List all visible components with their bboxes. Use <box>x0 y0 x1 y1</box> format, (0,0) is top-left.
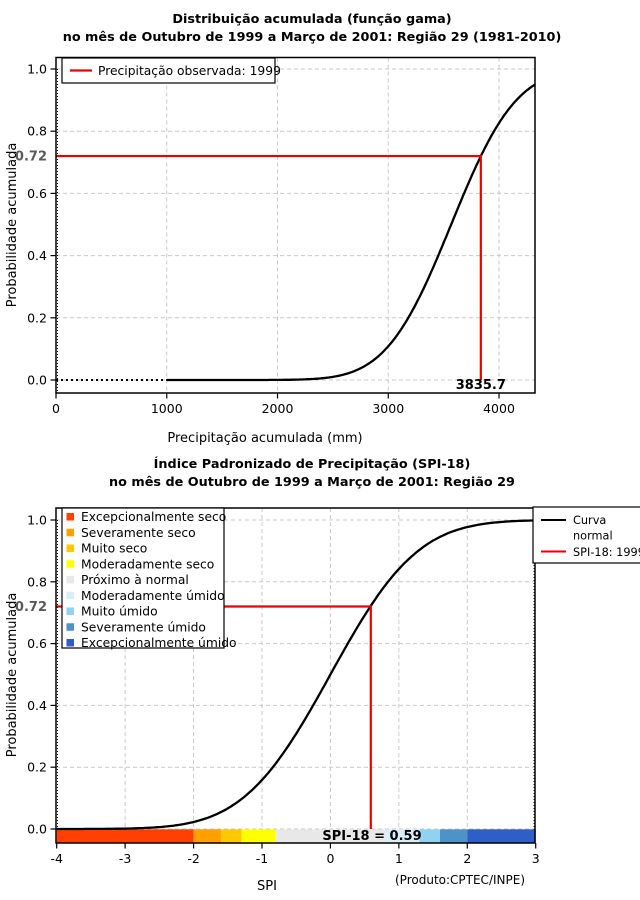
y-axis-tick-label: 1.0 <box>27 513 47 528</box>
x-axis-tick-label: -4 <box>50 851 63 866</box>
chart1-ylabel: Probabilidade acumulada <box>5 143 20 308</box>
chart2-axis-ticks: -4 -3 -2 -1 0 1 2 3 0.0 0.2 0.4 0.6 0.8 1.0 <box>27 513 540 867</box>
x-axis-tick-label: 4000 <box>483 401 515 416</box>
spi-category-band <box>467 829 536 843</box>
spi-category-legend: Excepcionalmente seco Severamente seco Mui… <box>61 507 237 650</box>
gamma-cdf-line <box>166 83 536 382</box>
product-credit: (Produto:CPTEC/INPE) <box>395 873 525 887</box>
x-axis-tick-label: 2 <box>463 851 471 866</box>
spi-category-band <box>385 829 420 843</box>
chart1-axis-ticks: 0 1000 2000 3000 4000 0.0 0.2 0.4 0.6 0.8 1.0 <box>27 62 515 417</box>
x-axis-tick-label: 3000 <box>372 401 404 416</box>
normal-cdf-curve <box>56 519 536 831</box>
spi-category-label: Muito úmido <box>81 605 158 619</box>
chart1-title: Distribuição acumulada (função gama) <box>172 12 451 27</box>
chart2-title: Índice Padronizado de Precipitação (SPI-… <box>154 456 471 472</box>
x-axis-tick-label: -2 <box>187 851 199 866</box>
x-axis-tick-label: -1 <box>256 851 268 866</box>
y-axis-tick-label: 0.6 <box>27 636 47 651</box>
legend-color-swatch <box>66 528 74 537</box>
chart2-subtitle: no mês de Outubro de 1999 a Março de 200… <box>109 475 515 490</box>
spi-category-label: Moderadamente seco <box>81 557 214 571</box>
spi-category-colorbar <box>56 829 536 843</box>
y-axis-tick-label: 0.4 <box>27 248 47 263</box>
spi-category-band <box>193 829 221 843</box>
legend-color-swatch <box>66 513 74 521</box>
spi-value-label: SPI-18 = 0.59 <box>322 829 421 844</box>
x-axis-tick-label: 0 <box>326 851 334 866</box>
legend-curva-label-line2: normal <box>573 530 613 543</box>
spi-category-band <box>275 829 386 843</box>
chart1-red-annotation: 0.72 3835.7 <box>15 150 506 393</box>
spi-category-label: Excepcionalmente úmido <box>81 636 237 650</box>
spi-category-label: Moderadamente úmido <box>81 589 225 603</box>
precipitation-value-label: 3835.7 <box>456 378 506 393</box>
y-axis-tick-label: 0.0 <box>27 373 47 388</box>
spi-category-band <box>220 829 242 843</box>
chart2-line-legend: Curva normal SPI-18: 1999 <box>532 506 640 564</box>
x-axis-tick-label: -3 <box>119 851 131 866</box>
gamma-cdf-curve <box>56 83 536 382</box>
x-axis-tick-label: 0 <box>52 401 60 416</box>
spi-category-label: Muito seco <box>81 542 147 556</box>
spi-category-band <box>419 829 440 843</box>
chart1-legend-label: Precipitação observada: 1999 <box>98 64 281 78</box>
y-axis-tick-label: 0.6 <box>27 186 47 201</box>
legend-color-swatch <box>66 560 74 568</box>
y-axis-tick-label: 0.8 <box>27 124 47 139</box>
chart1-subtitle: no mês de Outubro de 1999 a Março de 200… <box>63 30 562 45</box>
chart2-xlabel: SPI <box>257 879 277 894</box>
legend-color-swatch <box>66 623 74 631</box>
chart2-plot-box <box>55 507 536 844</box>
legend-curva-label-line1: Curva <box>573 514 606 527</box>
chart1-xlabel: Precipitação acumulada (mm) <box>167 431 362 446</box>
spi-category-band <box>439 829 468 843</box>
spi-category-label: Severamente seco <box>81 526 196 540</box>
chart1-legend: Precipitação observada: 1999 <box>61 57 281 84</box>
legend-color-swatch <box>66 639 74 647</box>
y-axis-tick-label: 1.0 <box>27 62 47 77</box>
legend-color-swatch <box>66 544 74 552</box>
probability-value-label: 0.72 <box>15 600 47 615</box>
legend-spi-label: SPI-18: 1999 <box>573 546 640 559</box>
y-axis-tick-label: 0.2 <box>27 760 47 775</box>
y-axis-tick-label: 0.0 <box>27 822 47 837</box>
chart2-ylabel: Probabilidade acumulada <box>5 593 20 758</box>
chart-gamma-cdf: Distribuição acumulada (função gama) no … <box>5 12 561 446</box>
chart1-gridlines <box>56 57 535 393</box>
observed-precipitation-line <box>56 154 482 380</box>
y-axis-tick-label: 0.4 <box>27 698 47 713</box>
probability-value-label: 0.72 <box>15 150 47 165</box>
legend-color-swatch <box>66 607 74 615</box>
y-axis-tick-label: 0.8 <box>27 574 47 589</box>
x-axis-tick-label: 3 <box>532 851 540 866</box>
chart1-plot-box <box>55 56 536 394</box>
x-axis-tick-label: 1000 <box>151 401 183 416</box>
chart-spi-cdf: Índice Padronizado de Precipitação (SPI-… <box>5 456 640 894</box>
spi-category-label: Excepcionalmente seco <box>81 510 226 524</box>
y-axis-tick-label: 0.2 <box>27 310 47 325</box>
spi-category-label: Severamente úmido <box>81 620 206 634</box>
spi-category-legend-items: Excepcionalmente seco Severamente seco Mui… <box>66 510 237 650</box>
x-axis-tick-label: 2000 <box>262 401 294 416</box>
normal-cdf-line <box>56 519 536 831</box>
spi-category-band <box>56 829 194 843</box>
spi-category-band <box>241 829 276 843</box>
legend-color-swatch <box>66 591 74 600</box>
x-axis-tick-label: 1 <box>395 851 403 866</box>
legend-color-swatch <box>66 576 74 584</box>
spi-category-label: Próximo à normal <box>81 573 189 587</box>
